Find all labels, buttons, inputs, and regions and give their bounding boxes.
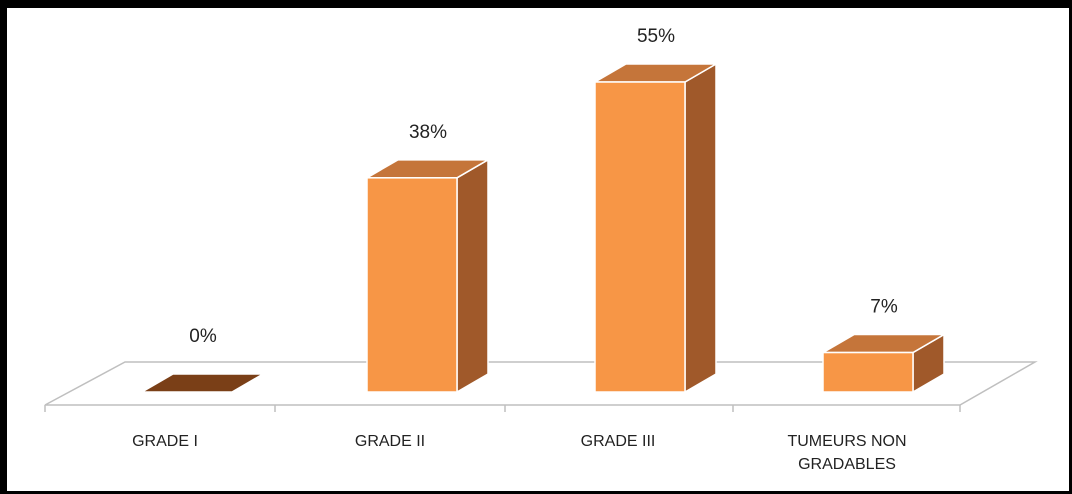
- chart-floor: [44, 361, 1038, 406]
- bar-front-face: [594, 81, 686, 393]
- data-label: 38%: [409, 122, 447, 143]
- bar: [139, 373, 266, 393]
- bar-side-face: [456, 158, 489, 394]
- bar-zero-face: [139, 373, 266, 393]
- data-label: 55%: [637, 26, 675, 47]
- data-label: 0%: [189, 326, 217, 347]
- category-label: GRADE II: [355, 433, 425, 450]
- category-label: GRADE III: [581, 433, 656, 450]
- bars: [139, 62, 947, 394]
- axis-ticks: [44, 405, 961, 412]
- data-label: 7%: [870, 297, 898, 318]
- bar-side-face: [684, 62, 717, 394]
- bar-front-face: [366, 177, 458, 393]
- category-label: GRADE I: [132, 433, 198, 450]
- bar: [364, 158, 491, 394]
- bar: [592, 62, 719, 394]
- bar: [820, 333, 947, 394]
- bar-front-face: [822, 351, 914, 393]
- category-label: TUMEURS NON GRADABLES: [787, 433, 906, 473]
- data-labels: 0% 38% 55% 7%: [189, 26, 898, 347]
- category-labels: GRADE I GRADE II GRADE III TUMEURS NON GRADA…: [132, 433, 906, 473]
